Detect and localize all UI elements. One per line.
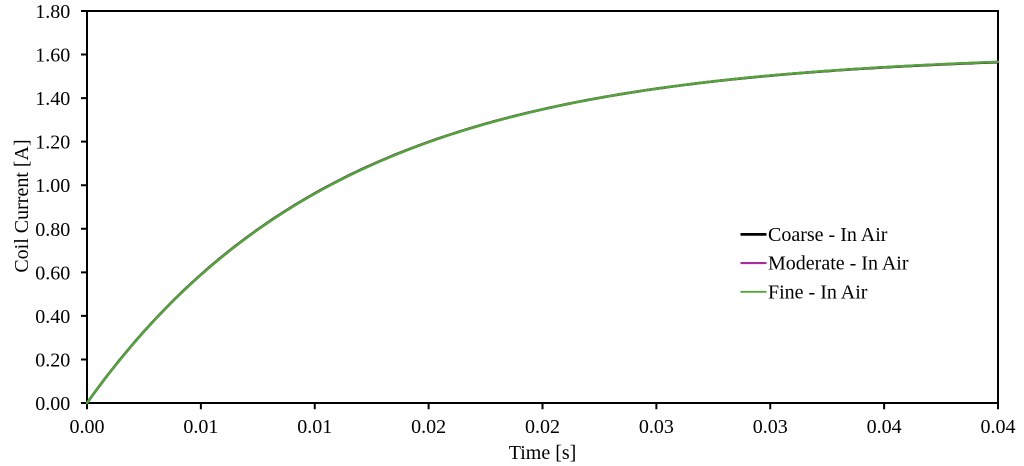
svg-text:Coil Current [A]: Coil Current [A] — [11, 139, 33, 272]
svg-text:Fine - In Air: Fine - In Air — [768, 281, 868, 303]
svg-text:0.03: 0.03 — [753, 416, 788, 438]
svg-text:0.01: 0.01 — [183, 416, 218, 438]
svg-text:0.02: 0.02 — [411, 416, 446, 438]
svg-text:Coarse - In Air: Coarse - In Air — [768, 224, 888, 246]
svg-text:Moderate - In Air: Moderate - In Air — [768, 253, 909, 275]
svg-text:1.60: 1.60 — [35, 45, 70, 67]
svg-text:0.20: 0.20 — [35, 349, 70, 371]
svg-text:0.80: 0.80 — [35, 219, 70, 241]
svg-text:1.40: 1.40 — [35, 88, 70, 110]
svg-text:Time [s]: Time [s] — [509, 442, 577, 464]
svg-text:0.03: 0.03 — [639, 416, 674, 438]
svg-text:1.20: 1.20 — [35, 132, 70, 154]
svg-text:0.02: 0.02 — [525, 416, 560, 438]
svg-text:1.00: 1.00 — [35, 175, 70, 197]
svg-text:0.04: 0.04 — [867, 416, 902, 438]
svg-text:0.60: 0.60 — [35, 262, 70, 284]
svg-text:1.80: 1.80 — [35, 1, 70, 23]
svg-text:0.01: 0.01 — [297, 416, 332, 438]
svg-text:0.40: 0.40 — [35, 306, 70, 328]
svg-text:0.00: 0.00 — [70, 416, 105, 438]
svg-text:0.04: 0.04 — [981, 416, 1016, 438]
svg-text:0.00: 0.00 — [35, 393, 70, 415]
